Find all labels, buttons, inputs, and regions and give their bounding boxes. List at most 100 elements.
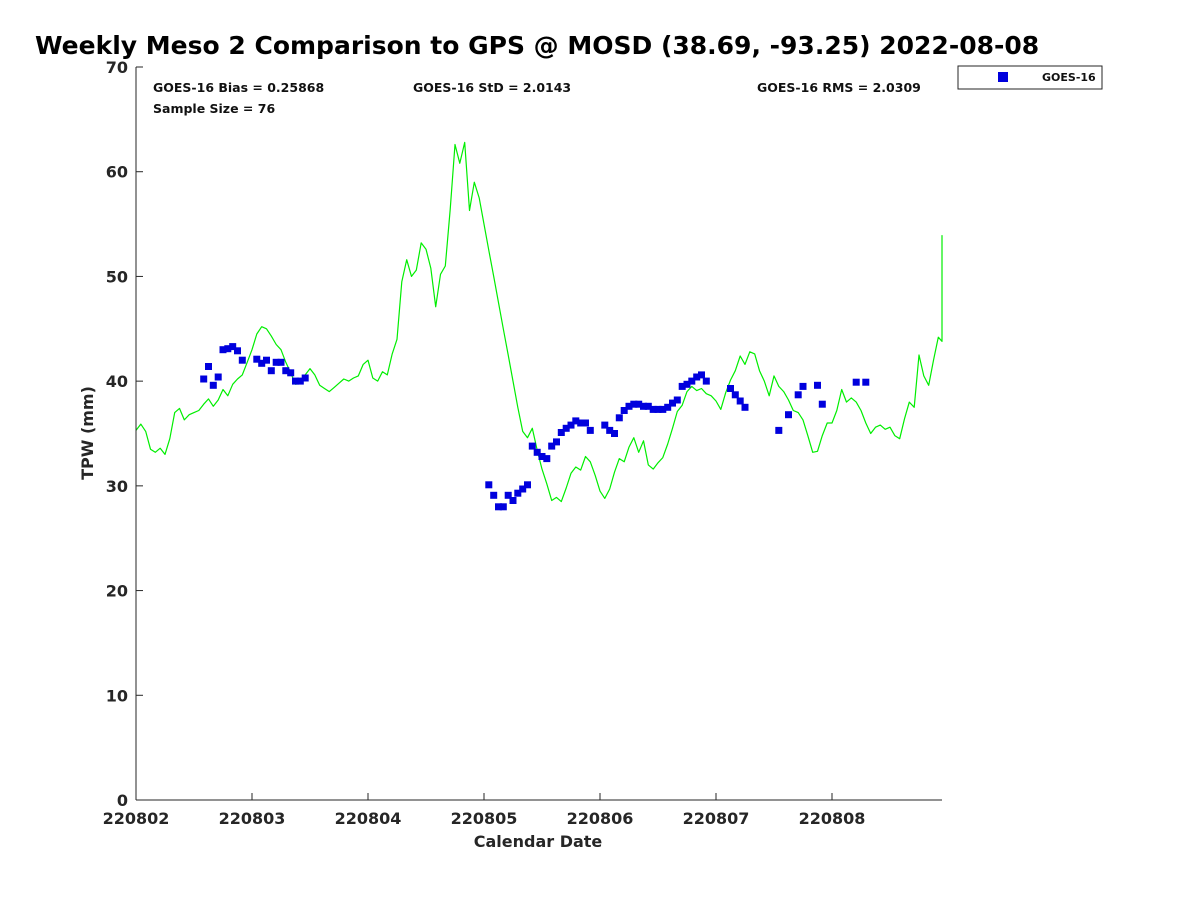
goes-16-point <box>572 417 580 425</box>
goes-16-point <box>731 391 739 399</box>
goes-16-point <box>678 382 686 390</box>
legend-box <box>957 65 1103 90</box>
goes-16-point <box>495 503 502 511</box>
y-tick-label: 50 <box>106 267 128 286</box>
goes-16-point <box>562 424 570 432</box>
goes-16-point <box>214 373 222 381</box>
goes-16-point <box>635 400 643 408</box>
goes-16-point <box>688 377 696 385</box>
goes-16-point <box>553 438 560 446</box>
goes-16-point <box>673 396 681 404</box>
goes-16-point <box>224 345 232 353</box>
x-tick-label: 220802 <box>103 809 170 828</box>
goes-16-point <box>200 375 208 383</box>
goes-16-point <box>775 426 783 434</box>
legend-marker-goes-16 <box>998 72 1008 82</box>
goes-16-point <box>606 426 614 434</box>
x-tick-label: 220803 <box>219 809 286 828</box>
x-tick-label: 220804 <box>335 809 402 828</box>
goes-16-series <box>200 343 870 511</box>
goes-16-point <box>794 391 802 399</box>
goes-16-point <box>263 356 270 364</box>
goes-16-point <box>543 455 551 463</box>
goes-16-point <box>862 378 870 386</box>
x-tick-label: 220805 <box>451 809 518 828</box>
legend-label-goes-16: GOES-16 <box>1042 71 1096 84</box>
goes-16-point <box>852 378 860 386</box>
goes-16-point <box>229 343 237 351</box>
goes-16-point <box>509 497 517 504</box>
goes-16-point <box>654 405 662 413</box>
goes-16-point <box>625 402 633 410</box>
goes-16-point <box>727 385 734 392</box>
goes-16-point <box>586 426 594 434</box>
goes-16-point <box>519 485 527 493</box>
goes-16-point <box>209 381 217 389</box>
goes-16-point <box>504 491 512 499</box>
goes-16-point <box>205 363 212 370</box>
goes-16-point <box>287 369 295 377</box>
goes-16-point <box>557 429 565 436</box>
y-tick-label: 0 <box>117 791 128 810</box>
goes-16-point <box>640 402 647 410</box>
goes-16-point <box>267 367 275 375</box>
goes-16-point <box>702 377 710 385</box>
goes-16-point <box>620 407 628 414</box>
rms-stat: GOES-16 RMS = 2.0309 <box>757 80 921 95</box>
bias-stat: GOES-16 Bias = 0.25868 <box>153 80 324 95</box>
goes-16-point <box>577 419 585 427</box>
goes-16-point <box>277 358 285 366</box>
goes-16-point <box>785 411 792 419</box>
x-axis-ticks: 220802 220803 220804 220805 220806 220807 2208… <box>103 793 865 828</box>
goes-16-point <box>253 355 261 363</box>
plot-area <box>135 67 943 801</box>
goes-16-point <box>669 399 676 407</box>
goes-16-point <box>282 367 290 375</box>
goes-16-point <box>698 371 705 379</box>
y-axis-ticks: 0 10 20 30 40 50 60 70 <box>106 58 143 810</box>
goes-16-point <box>485 481 493 489</box>
y-tick-label: 70 <box>106 58 128 77</box>
goes-16-point <box>630 400 638 408</box>
goes-16-point <box>644 402 652 410</box>
gps-series <box>135 141 943 503</box>
y-tick-label: 10 <box>106 686 128 705</box>
goes-16-point <box>664 403 672 411</box>
goes-16-point <box>683 380 691 388</box>
goes-16-point <box>799 382 807 390</box>
x-tick-label: 220806 <box>567 809 634 828</box>
goes-16-point <box>296 377 304 385</box>
goes-16-point <box>301 374 309 382</box>
goes-16-point <box>818 400 826 408</box>
goes-16-point <box>292 377 299 385</box>
goes-16-point <box>693 373 701 381</box>
x-axis-label: Calendar Date <box>474 832 603 851</box>
goes-16-point <box>499 503 507 511</box>
std-stat: GOES-16 StD = 2.0143 <box>413 80 571 95</box>
goes-16-point <box>601 421 609 429</box>
y-axis-label: TPW (mm) <box>78 386 97 480</box>
goes-16-point <box>814 381 821 389</box>
goes-16-point <box>219 346 227 354</box>
goes-16-point <box>615 414 623 422</box>
goes-16-point <box>490 491 498 499</box>
goes-16-point <box>258 359 266 367</box>
goes-16-point <box>538 453 546 460</box>
chart-title: Weekly Meso 2 Comparison to GPS @ MOSD (… <box>35 31 1039 60</box>
gps-line <box>135 141 943 503</box>
x-tick-label: 220807 <box>683 809 750 828</box>
legend: GOES-16 <box>957 65 1103 90</box>
y-tick-label: 60 <box>106 163 128 182</box>
sample-size-stat: Sample Size = 76 <box>153 101 275 116</box>
goes-16-point <box>582 419 589 427</box>
goes-16-point <box>234 347 241 355</box>
goes-16-point <box>514 489 522 497</box>
goes-16-point <box>649 405 657 413</box>
goes-16-point <box>567 421 575 429</box>
y-tick-label: 20 <box>106 582 128 601</box>
goes-16-point <box>659 405 667 413</box>
goes-16-point <box>238 356 246 364</box>
goes-16-point <box>272 358 280 366</box>
y-tick-label: 30 <box>106 477 128 496</box>
